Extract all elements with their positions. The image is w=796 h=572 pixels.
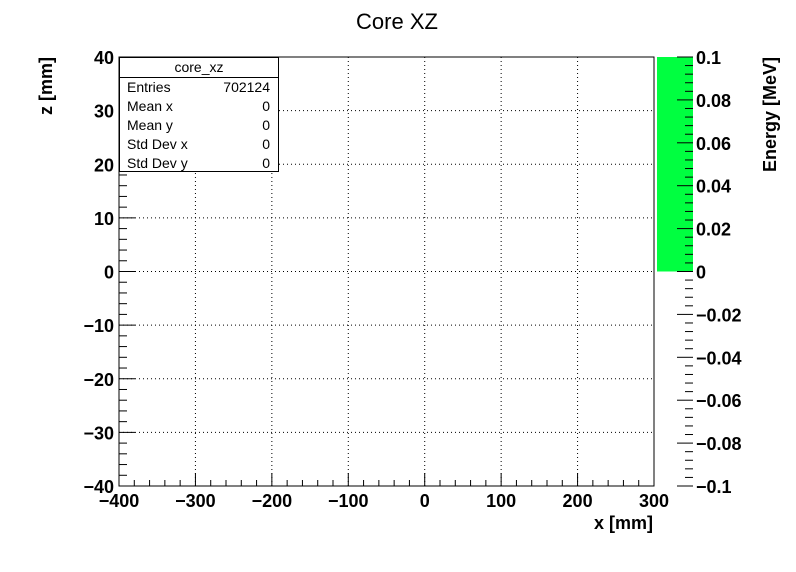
y-tick-label: 10: [94, 209, 114, 229]
z-tick-label: −0.1: [696, 477, 732, 497]
z-tick-label: −0.06: [696, 391, 742, 411]
color-scale: −0.1 −0.08 −0.06 −0.04 −0.02 0 0.02 0.04 0.06 0.0…: [657, 48, 742, 497]
stats-title: core_xz: [120, 58, 278, 78]
z-tick-label: −0.04: [696, 348, 742, 368]
stats-value: 0: [262, 155, 270, 171]
x-tick-label: −200: [252, 491, 293, 511]
stats-value: 702124: [223, 79, 270, 95]
y-tick-label: −10: [83, 316, 114, 336]
stats-row-std-y: Std Dev y 0: [120, 154, 278, 173]
stats-row-mean-y: Mean y 0: [120, 116, 278, 135]
stats-label: Std Dev x: [127, 136, 188, 152]
y-tick-label: 20: [94, 155, 114, 175]
stats-value: 0: [262, 98, 270, 114]
stats-label: Entries: [127, 79, 171, 95]
stats-label: Std Dev y: [127, 155, 188, 171]
y-tick-label: 0: [104, 263, 114, 283]
x-tick-label: −100: [328, 491, 369, 511]
y-tick-label: −30: [83, 423, 114, 443]
y-axis-label: z [mm]: [36, 57, 56, 115]
z-tick-label: 0: [696, 263, 706, 283]
z-tick-label: −0.08: [696, 434, 742, 454]
y-tick-label: 30: [94, 102, 114, 122]
y-axis: −40 −30 −20 −10 0 10 20 30 40: [83, 48, 135, 497]
z-tick-label: 0.06: [696, 134, 731, 154]
x-tick-label: −300: [175, 491, 216, 511]
z-tick-label: 0.08: [696, 91, 731, 111]
stats-label: Mean x: [127, 98, 173, 114]
stats-value: 0: [262, 136, 270, 152]
z-tick-label: −0.02: [696, 305, 742, 325]
y-tick-label: 40: [94, 48, 114, 68]
z-tick-label: 0.02: [696, 220, 731, 240]
stats-box: core_xz Entries 702124 Mean x 0 Mean y 0…: [119, 57, 279, 172]
z-axis-label: Energy [MeV]: [760, 57, 780, 172]
x-tick-label: 100: [486, 491, 516, 511]
z-tick-label: 0.1: [696, 48, 721, 68]
stats-row-std-x: Std Dev x 0: [120, 135, 278, 154]
x-axis: −400 −300 −200 −100 0 100 200 300: [99, 473, 669, 511]
x-tick-label: 200: [563, 491, 593, 511]
x-axis-label: x [mm]: [594, 513, 653, 533]
x-tick-label: 0: [420, 491, 430, 511]
chart-title: Core XZ: [356, 9, 438, 34]
stats-label: Mean y: [127, 117, 173, 133]
x-tick-label: 300: [639, 491, 669, 511]
stats-row-entries: Entries 702124: [120, 78, 278, 97]
color-scale-fill: [657, 57, 693, 272]
x-tick-label: −400: [99, 491, 140, 511]
z-tick-label: 0.04: [696, 177, 731, 197]
stats-value: 0: [262, 117, 270, 133]
y-tick-label: −20: [83, 370, 114, 390]
stats-row-mean-x: Mean x 0: [120, 97, 278, 116]
y-tick-label: −40: [83, 477, 114, 497]
